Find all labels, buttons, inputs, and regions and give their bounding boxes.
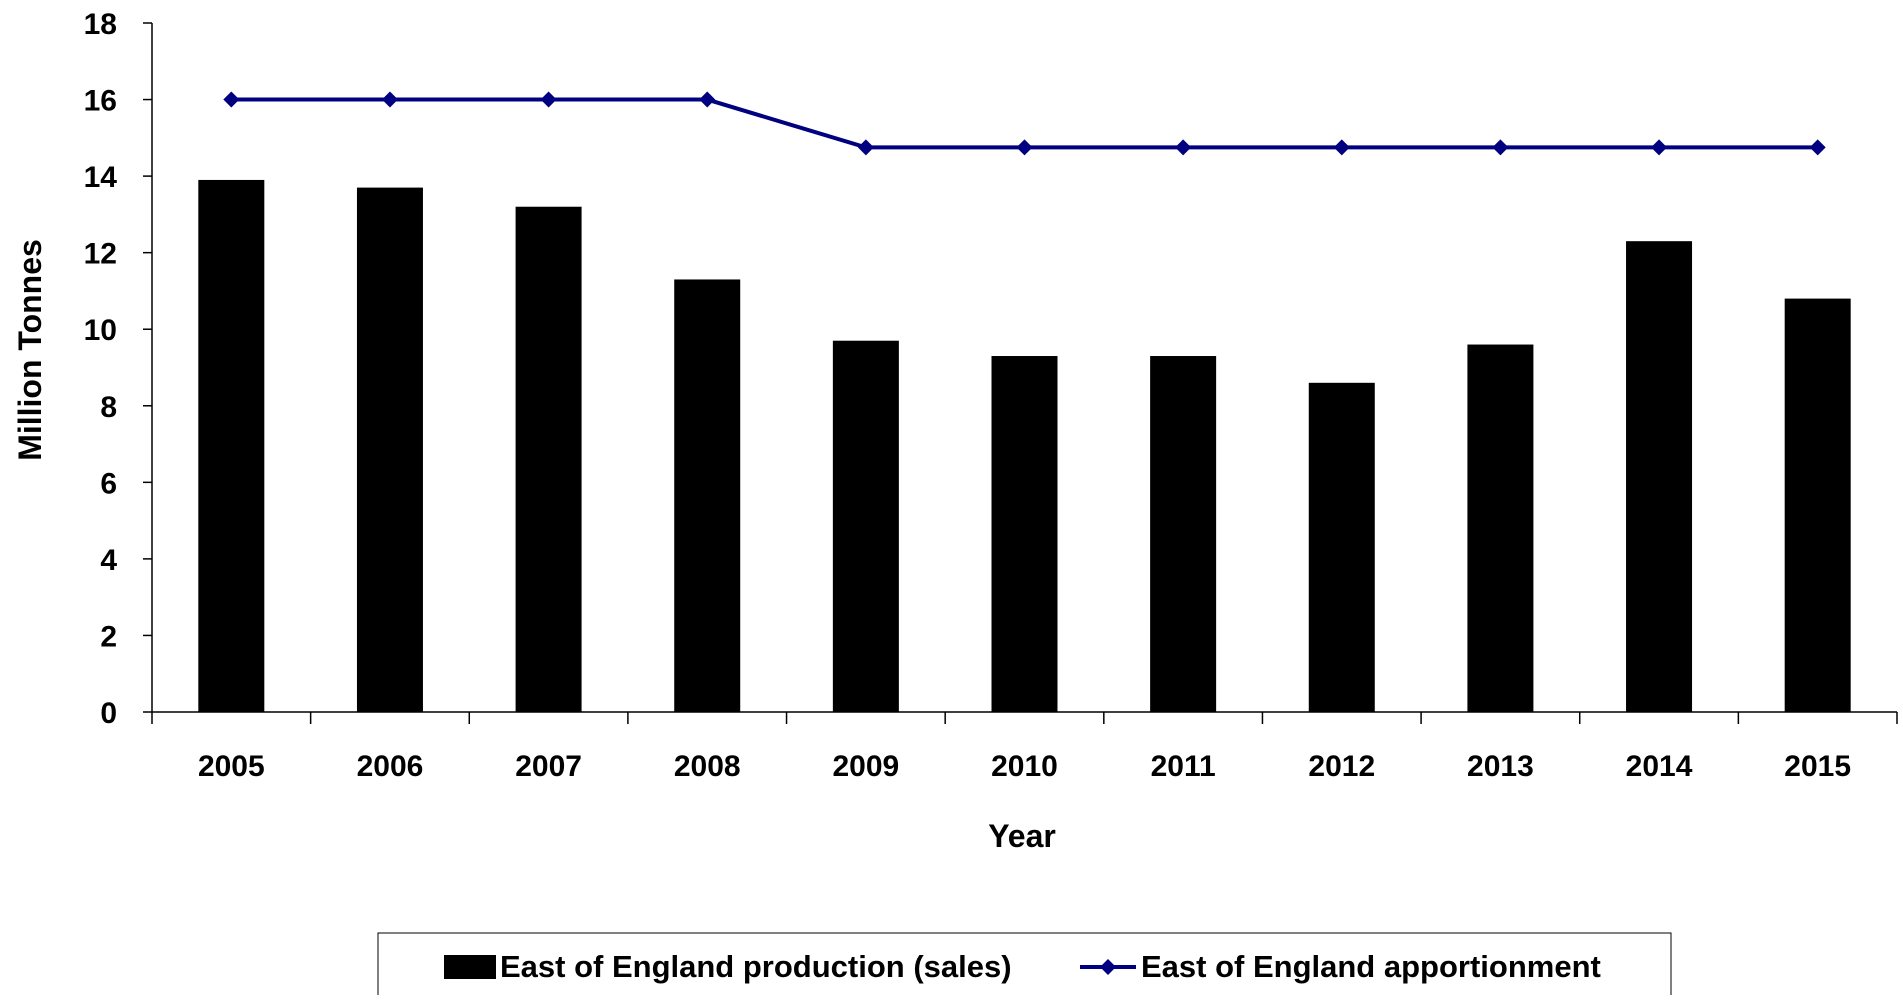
apportionment-marker-2014 <box>1651 139 1668 156</box>
bar-2009 <box>832 340 899 712</box>
x-tick-label: 2009 <box>832 750 899 783</box>
y-tick-label: 6 <box>100 467 117 500</box>
y-tick-label: 0 <box>100 697 117 730</box>
legend-bar-swatch <box>444 955 496 979</box>
x-ticks-group: 2005 2006 2007 2008 2009 2010 2011 2012 2013 2014… <box>151 712 1898 783</box>
x-tick-label: 2006 <box>357 750 424 783</box>
x-tick-label: 2010 <box>991 750 1058 783</box>
y-tick-label: 14 <box>84 161 118 194</box>
bars-group <box>198 179 1851 712</box>
y-tick-label: 16 <box>84 85 117 118</box>
x-tick-label: 2012 <box>1308 750 1375 783</box>
bar-2014 <box>1626 241 1693 712</box>
legend-line-label: East of England apportionment <box>1141 949 1601 984</box>
legend-box <box>377 932 1672 1000</box>
y-tick-label: 8 <box>100 391 117 424</box>
apportionment-marker-2015 <box>1809 139 1826 156</box>
y-tick-label: 10 <box>84 314 117 347</box>
apportionment-marker-2007 <box>540 91 557 108</box>
legend-bar-label: East of England production (sales) <box>500 949 1012 984</box>
bar-2012 <box>1308 382 1375 712</box>
y-tick-label: 12 <box>84 238 117 271</box>
apportionment-marker-2010 <box>1016 139 1033 156</box>
apportionment-marker-2012 <box>1333 139 1350 156</box>
bar-2008 <box>674 279 741 712</box>
legend: East of England production (sales) East … <box>377 932 1672 1000</box>
x-tick-label: 2013 <box>1467 750 1534 783</box>
bar-2005 <box>198 179 265 712</box>
apportionment-marker-2009 <box>857 139 874 156</box>
bar-2011 <box>1150 356 1217 712</box>
apportionment-marker-2006 <box>381 91 398 108</box>
x-tick-label: 2011 <box>1151 750 1216 783</box>
x-tick-label: 2005 <box>198 750 265 783</box>
apportionment-marker-2005 <box>223 91 240 108</box>
y-tick-label: 4 <box>100 544 117 577</box>
x-tick-label: 2008 <box>674 750 741 783</box>
bar-2013 <box>1467 344 1534 712</box>
apportionment-marker-2013 <box>1492 139 1509 156</box>
y-ticks-group: 0 2 4 6 8 10 12 14 16 18 <box>84 8 152 730</box>
y-axis-title: Million Tonnes <box>12 239 48 461</box>
legend-line-marker <box>1100 959 1116 975</box>
apportionment-marker-2008 <box>699 91 716 108</box>
axes-group <box>151 23 1897 713</box>
x-tick-label: 2007 <box>515 750 582 783</box>
x-axis-title: Year <box>988 818 1056 854</box>
apportionment-marker-2011 <box>1175 139 1192 156</box>
bar-2007 <box>515 206 582 712</box>
apportionment-line-group <box>223 91 1826 156</box>
x-tick-label: 2014 <box>1626 750 1693 783</box>
y-tick-label: 18 <box>84 8 117 41</box>
y-tick-label: 2 <box>100 620 117 653</box>
bar-2015 <box>1784 298 1851 712</box>
x-tick-label: 2015 <box>1784 750 1851 783</box>
bar-2006 <box>356 187 423 712</box>
bar-2010 <box>991 356 1058 712</box>
